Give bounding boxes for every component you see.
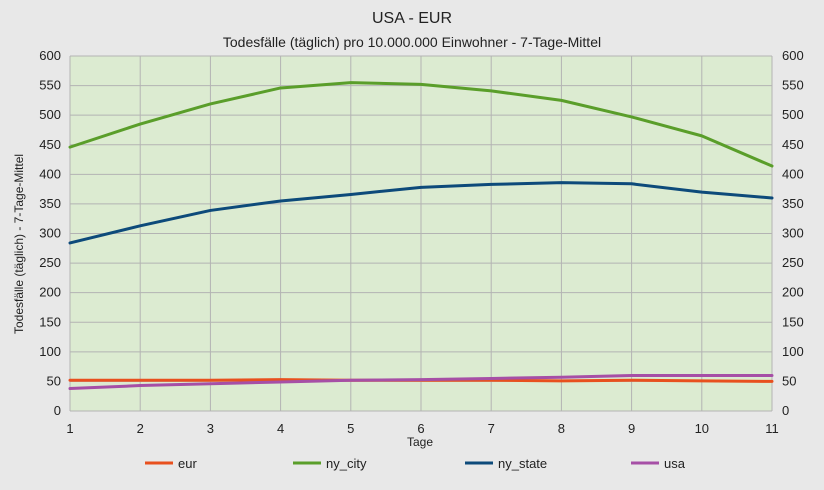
x-tick-label: 2 [137, 421, 144, 436]
y-tick-label-left: 100 [39, 344, 61, 359]
y-tick-label-right: 100 [782, 344, 804, 359]
y-tick-label-left: 500 [39, 107, 61, 122]
y-tick-label-right: 350 [782, 196, 804, 211]
y-tick-label-left: 250 [39, 255, 61, 270]
x-tick-label: 9 [628, 421, 635, 436]
chart-subtitle: Todesfälle (täglich) pro 10.000.000 Einw… [223, 34, 601, 50]
y-tick-label-left: 0 [54, 403, 61, 418]
y-tick-label-right: 150 [782, 314, 804, 329]
legend-label-ny_city: ny_city [326, 456, 367, 471]
y-tick-label-left: 300 [39, 226, 61, 241]
y-tick-label-left: 350 [39, 196, 61, 211]
axis-ticks: 0 0 50 50 100 100 150 150 200 200 250 250 300 300 350 3… [39, 48, 803, 436]
y-tick-label-right: 0 [782, 403, 789, 418]
x-axis-label: Tage [407, 435, 433, 449]
legend-label-ny_state: ny_state [498, 456, 547, 471]
x-tick-label: 8 [558, 421, 565, 436]
legend-label-usa: usa [664, 456, 686, 471]
y-tick-label-right: 200 [782, 285, 804, 300]
y-tick-label-left: 150 [39, 314, 61, 329]
grid-lines [69, 55, 773, 412]
legend-label-eur: eur [178, 456, 197, 471]
x-tick-label: 11 [765, 421, 779, 436]
y-tick-label-left: 450 [39, 137, 61, 152]
y-tick-label-right: 550 [782, 78, 804, 93]
y-axis-label: Todesfälle (täglich) - 7-Tage-Mittel [12, 154, 26, 334]
y-tick-label-right: 400 [782, 166, 804, 181]
x-tick-label: 1 [66, 421, 73, 436]
legend: eur ny_city ny_state usa [145, 456, 686, 471]
y-tick-label-right: 50 [782, 373, 796, 388]
y-tick-label-right: 450 [782, 137, 804, 152]
x-tick-label: 6 [417, 421, 424, 436]
x-tick-label: 3 [207, 421, 214, 436]
y-tick-label-left: 550 [39, 78, 61, 93]
series-line-usa [68, 374, 774, 391]
series-line-ny_state [68, 181, 774, 245]
x-tick-label: 7 [488, 421, 495, 436]
x-tick-label: 4 [277, 421, 284, 436]
y-tick-label-right: 300 [782, 226, 804, 241]
x-tick-label: 10 [695, 421, 709, 436]
y-tick-label-left: 200 [39, 285, 61, 300]
y-tick-label-right: 500 [782, 107, 804, 122]
y-tick-label-left: 600 [39, 48, 61, 63]
y-tick-label-left: 50 [47, 373, 61, 388]
series-lines [68, 81, 774, 391]
y-tick-label-right: 250 [782, 255, 804, 270]
chart-title: USA - EUR [372, 10, 452, 27]
y-tick-label-left: 400 [39, 166, 61, 181]
series-line-ny_city [68, 81, 774, 168]
y-tick-label-right: 600 [782, 48, 804, 63]
x-tick-label: 5 [347, 421, 354, 436]
